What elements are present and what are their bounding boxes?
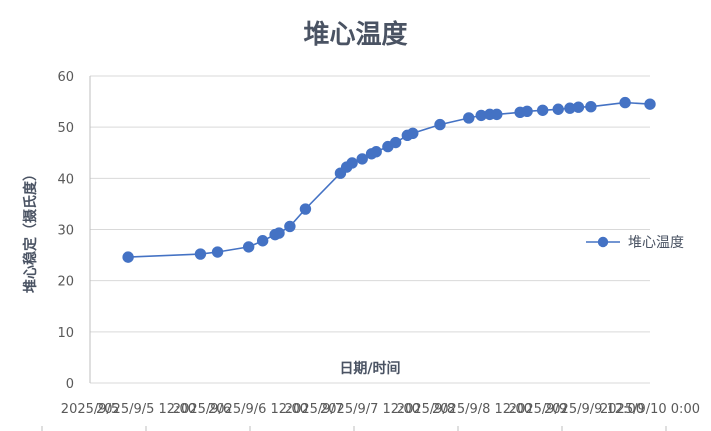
data-point: [256, 235, 269, 247]
data-point: [521, 105, 533, 118]
data-point: [619, 96, 631, 109]
data-point: [572, 101, 585, 113]
data-point: [491, 108, 503, 121]
y-tick-label: 0: [66, 377, 74, 392]
x-tick-label: 2025/9/5: [61, 402, 119, 417]
x-tick-label: 2025/9/5 12:00: [96, 402, 196, 417]
data-point: [536, 104, 549, 116]
data-point: [389, 136, 402, 149]
x-axis-label: 日期/时间: [339, 361, 401, 377]
data-point: [407, 127, 419, 140]
data-point: [370, 146, 382, 158]
x-tick-label: 2025/9/9: [509, 402, 567, 417]
data-point: [585, 101, 597, 113]
data-point: [346, 157, 358, 169]
series-line: [128, 101, 651, 258]
legend-label: 堆心温度: [628, 235, 684, 251]
y-axis-label: 堆心稳定（摄氏度）: [23, 167, 39, 293]
data-point: [434, 118, 446, 131]
chart-title: 堆心温度: [303, 20, 408, 50]
legend-marker: [597, 236, 609, 248]
x-tick-label: 2025/9/9 12:00: [544, 402, 644, 417]
data-point: [644, 98, 656, 110]
y-tick-label: 20: [57, 275, 74, 290]
data-point: [242, 241, 255, 253]
y-tick-label: 50: [57, 121, 74, 136]
y-tick-label: 40: [57, 172, 74, 187]
x-tick-label: 2025/9/6: [173, 402, 231, 417]
x-tick-label: 2025/9/6 12:00: [208, 402, 308, 417]
data-point: [299, 203, 312, 215]
data-point: [211, 246, 224, 258]
y-tick-label: 30: [57, 224, 74, 239]
y-tick-label: 10: [57, 326, 74, 341]
data-point: [356, 153, 368, 165]
data-point: [552, 103, 564, 115]
data-point: [194, 248, 207, 260]
y-tick-label: 60: [57, 70, 74, 85]
data-point: [284, 220, 296, 233]
data-point: [273, 227, 285, 239]
x-tick-label: 2025/9/7: [285, 402, 343, 417]
data-point: [463, 112, 475, 124]
data-point: [122, 251, 134, 263]
x-tick-label: 2025/9/8: [397, 402, 455, 417]
x-tick-label: 2025/9/8 12:00: [432, 402, 532, 417]
x-tick-label: 2025/9/7 12:00: [320, 402, 420, 417]
x-tick-label: 2025/9/10 0:00: [600, 402, 700, 417]
